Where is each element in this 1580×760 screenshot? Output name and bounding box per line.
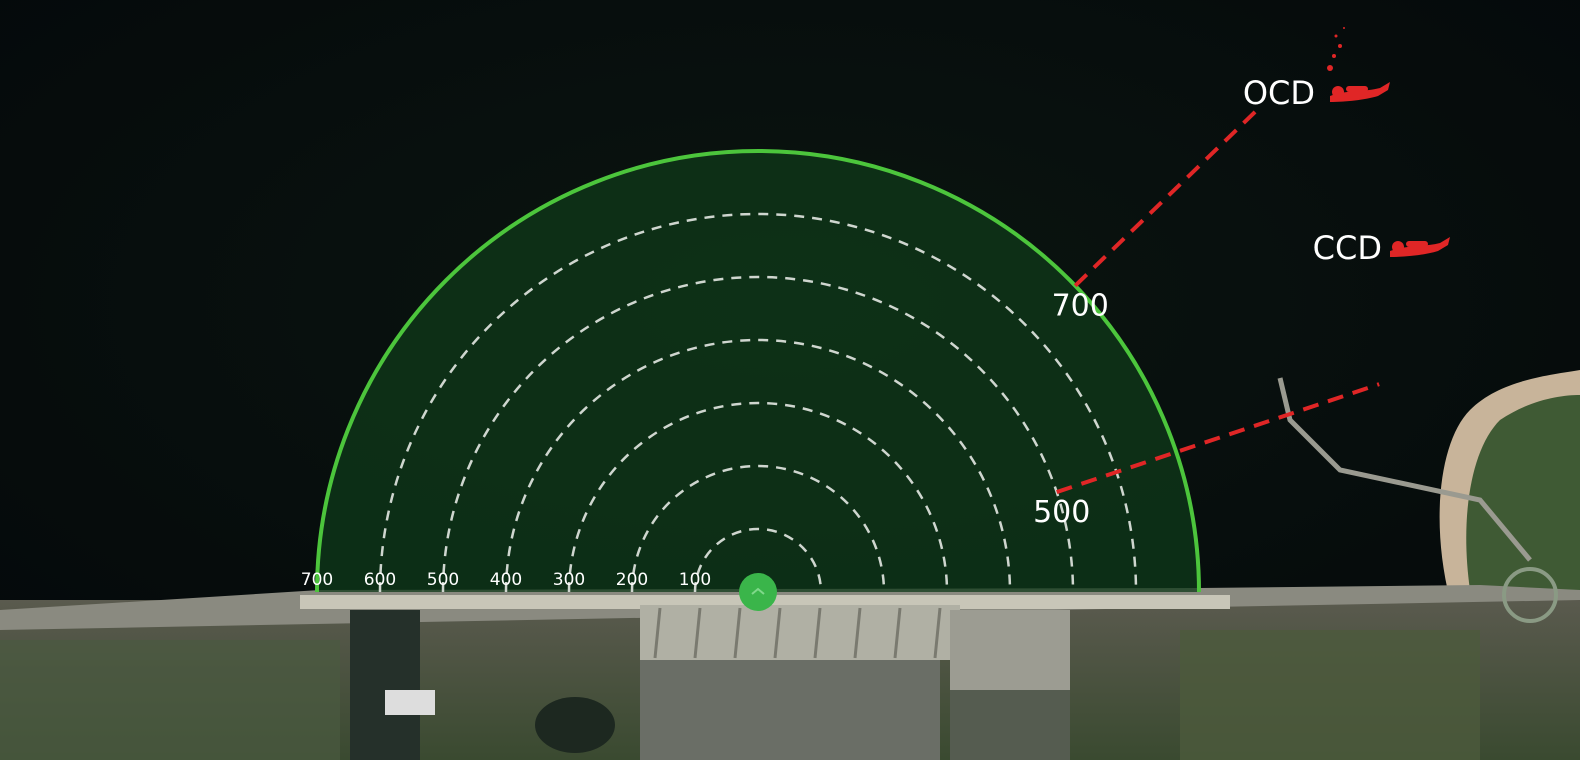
bubble <box>1327 65 1333 71</box>
ring-label: 200 <box>616 570 648 590</box>
range-ring <box>441 275 1075 593</box>
distance-line <box>1056 382 1380 494</box>
pond <box>535 697 615 753</box>
village <box>0 640 340 760</box>
ring-label: 700 <box>301 570 333 590</box>
diver-tank <box>1346 86 1368 92</box>
range-ring <box>567 401 949 593</box>
sensor <box>739 573 777 611</box>
jetty <box>1277 377 1532 562</box>
diver-icon <box>1390 237 1450 257</box>
ring-label: 500 <box>427 570 459 590</box>
ring-label: 100 <box>679 570 711 590</box>
river-bed <box>640 660 940 760</box>
diver-tank <box>1406 241 1428 247</box>
outlet <box>950 690 1070 760</box>
distance-line <box>1073 104 1263 288</box>
range-ring <box>630 464 886 593</box>
bubble <box>1332 54 1336 58</box>
shore-vegetation <box>1466 395 1580 600</box>
distance-label: 700 <box>1052 289 1109 324</box>
marker-label: OCD <box>1243 74 1315 112</box>
range-boundary <box>315 149 1201 593</box>
marker-label: CCD <box>1313 229 1382 267</box>
diver-head <box>1332 86 1344 98</box>
range-overlay: 100 200 300 400 500 600 700 700 OCD 500 CCD <box>301 27 1450 593</box>
roundabout <box>1502 567 1558 623</box>
spillway-gates <box>653 607 942 659</box>
range-ring <box>378 212 1138 593</box>
diver-head <box>1392 241 1404 253</box>
powerhouse <box>950 610 1070 690</box>
range-ring <box>693 527 823 593</box>
canal <box>350 610 420 760</box>
distance-label: 500 <box>1033 495 1090 530</box>
bubble <box>1343 27 1345 29</box>
sensor-icon <box>751 587 765 595</box>
bubble <box>1334 34 1338 38</box>
ring-label: 300 <box>553 570 585 590</box>
fields <box>1180 630 1480 760</box>
diver-icon <box>1327 27 1390 102</box>
ring-label: 600 <box>364 570 396 590</box>
spillway <box>640 605 960 660</box>
range-area <box>317 151 1199 592</box>
range-ring <box>504 338 1012 593</box>
building <box>385 690 435 715</box>
ring-label: 400 <box>490 570 522 590</box>
bubble <box>1338 44 1342 48</box>
